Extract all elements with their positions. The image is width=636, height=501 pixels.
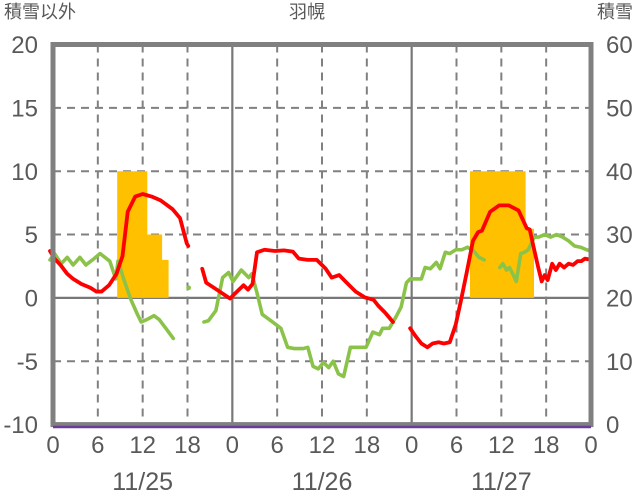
svg-text:0: 0	[606, 412, 619, 439]
svg-text:11/26: 11/26	[292, 468, 353, 496]
svg-text:12: 12	[488, 432, 515, 459]
svg-text:11/25: 11/25	[112, 468, 173, 496]
svg-text:20: 20	[11, 32, 38, 59]
svg-text:積雪以外: 積雪以外	[4, 2, 76, 22]
svg-text:0: 0	[46, 432, 59, 459]
svg-text:15: 15	[11, 96, 38, 123]
svg-text:12: 12	[309, 432, 336, 459]
svg-text:60: 60	[606, 32, 633, 59]
svg-text:0: 0	[584, 432, 597, 459]
svg-text:12: 12	[129, 432, 156, 459]
svg-text:6: 6	[270, 432, 283, 459]
svg-text:-5: -5	[17, 349, 38, 376]
svg-text:0: 0	[25, 286, 38, 313]
svg-text:積雪: 積雪	[597, 2, 633, 22]
svg-text:10: 10	[11, 159, 38, 186]
svg-text:18: 18	[353, 432, 380, 459]
svg-text:50: 50	[606, 96, 633, 123]
svg-text:11/27: 11/27	[471, 468, 532, 496]
svg-text:6: 6	[450, 432, 463, 459]
svg-text:5: 5	[25, 222, 38, 249]
svg-text:0: 0	[405, 432, 418, 459]
svg-text:10: 10	[606, 349, 633, 376]
svg-text:30: 30	[606, 222, 633, 249]
svg-text:40: 40	[606, 159, 633, 186]
svg-text:6: 6	[91, 432, 104, 459]
svg-text:18: 18	[174, 432, 201, 459]
svg-text:20: 20	[606, 286, 633, 313]
svg-text:18: 18	[533, 432, 560, 459]
svg-text:0: 0	[226, 432, 239, 459]
svg-text:-10: -10	[3, 412, 38, 439]
svg-text:羽幌: 羽幌	[289, 2, 325, 22]
